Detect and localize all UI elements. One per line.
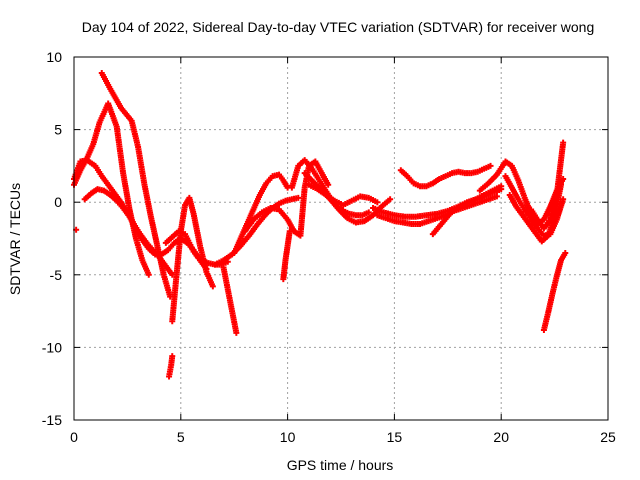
data-point	[487, 162, 494, 169]
grid	[74, 57, 608, 420]
series-trace-18	[397, 162, 494, 190]
y-tick-label: 10	[46, 49, 62, 65]
series-trace-7	[166, 353, 176, 380]
data-point	[145, 271, 152, 278]
y-tick-label: -15	[42, 412, 62, 428]
series-trace-15	[305, 181, 381, 209]
data-point	[562, 250, 569, 257]
x-axis-title: GPS time / hours	[287, 457, 394, 473]
data-point	[560, 196, 567, 203]
data-point	[493, 193, 500, 200]
y-axis-title: SDTVAR / TECUs	[7, 183, 23, 295]
data-point	[498, 183, 505, 190]
series-trace-5	[169, 194, 216, 325]
series-trace-3	[71, 100, 152, 278]
chart-title: Day 104 of 2022, Sidereal Day-to-day VTE…	[82, 19, 595, 35]
data-point	[365, 209, 372, 216]
x-tick-label: 15	[387, 429, 403, 445]
data-point	[295, 194, 302, 201]
series-trace-8	[220, 264, 240, 336]
y-tick-label: -10	[42, 339, 62, 355]
x-tick-label: 20	[493, 429, 509, 445]
x-tick-label: 0	[70, 429, 78, 445]
data-point	[169, 353, 176, 360]
x-tick-label: 5	[177, 429, 185, 445]
data-point	[560, 139, 567, 146]
series-trace-23	[528, 139, 567, 232]
y-tick-label: -5	[50, 267, 63, 283]
series-trace-1	[98, 69, 174, 300]
x-tick-label: 10	[280, 429, 296, 445]
series-trace-10	[231, 171, 291, 257]
series-trace-12	[280, 228, 293, 283]
axes: 0 5 10 15 20 25 10 5 0 -5 -10 -15	[42, 49, 616, 445]
data-point	[233, 329, 240, 336]
series-trace-24	[540, 250, 569, 333]
x-tick-label: 25	[600, 429, 616, 445]
data-point	[325, 181, 332, 188]
y-tick-label: 5	[54, 122, 62, 138]
data-point	[286, 228, 293, 235]
plot-frame	[73, 56, 609, 421]
data-point	[209, 283, 216, 290]
data-series	[71, 69, 569, 380]
series-trace-19	[429, 183, 505, 238]
y-tick-label: 0	[54, 194, 62, 210]
data-point	[387, 196, 394, 203]
data-point	[374, 199, 381, 206]
